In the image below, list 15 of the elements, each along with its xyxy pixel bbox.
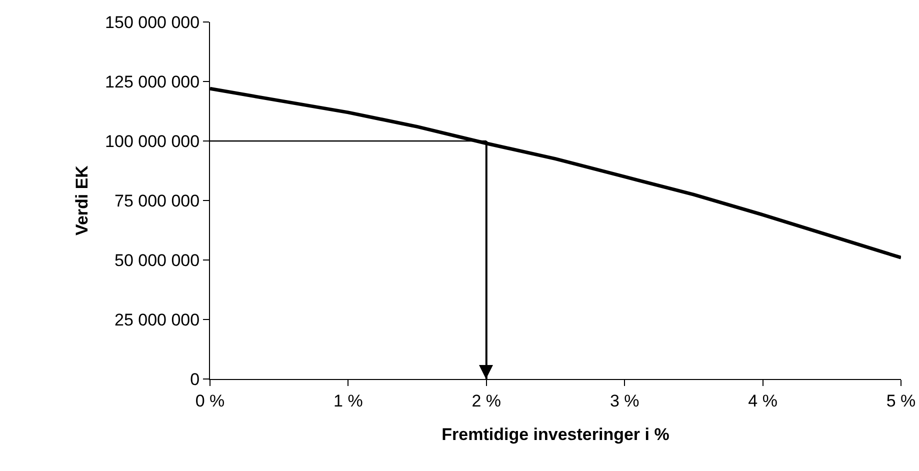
y-tick-label: 25 000 000: [114, 310, 200, 330]
x-tick-label: 2 %: [472, 391, 502, 410]
y-tick-label: 125 000 000: [105, 72, 200, 92]
y-tick-label: 75 000 000: [114, 191, 200, 210]
y-tick-label: 50 000 000: [114, 250, 200, 270]
x-tick-label: 4 %: [748, 391, 778, 410]
x-axis-title: Fremtidige investeringer i %: [442, 424, 670, 444]
y-tick-label: 100 000 000: [105, 132, 200, 151]
x-tick-label: 5 %: [886, 391, 916, 410]
x-tick-label: 3 %: [610, 391, 640, 410]
x-tick-label: 0 %: [195, 391, 225, 410]
y-tick-label: 150 000 000: [105, 12, 200, 32]
x-tick-label: 1 %: [334, 391, 363, 410]
y-tick-label: 0: [190, 370, 200, 389]
y-axis-title: Verdi EK: [72, 164, 92, 236]
